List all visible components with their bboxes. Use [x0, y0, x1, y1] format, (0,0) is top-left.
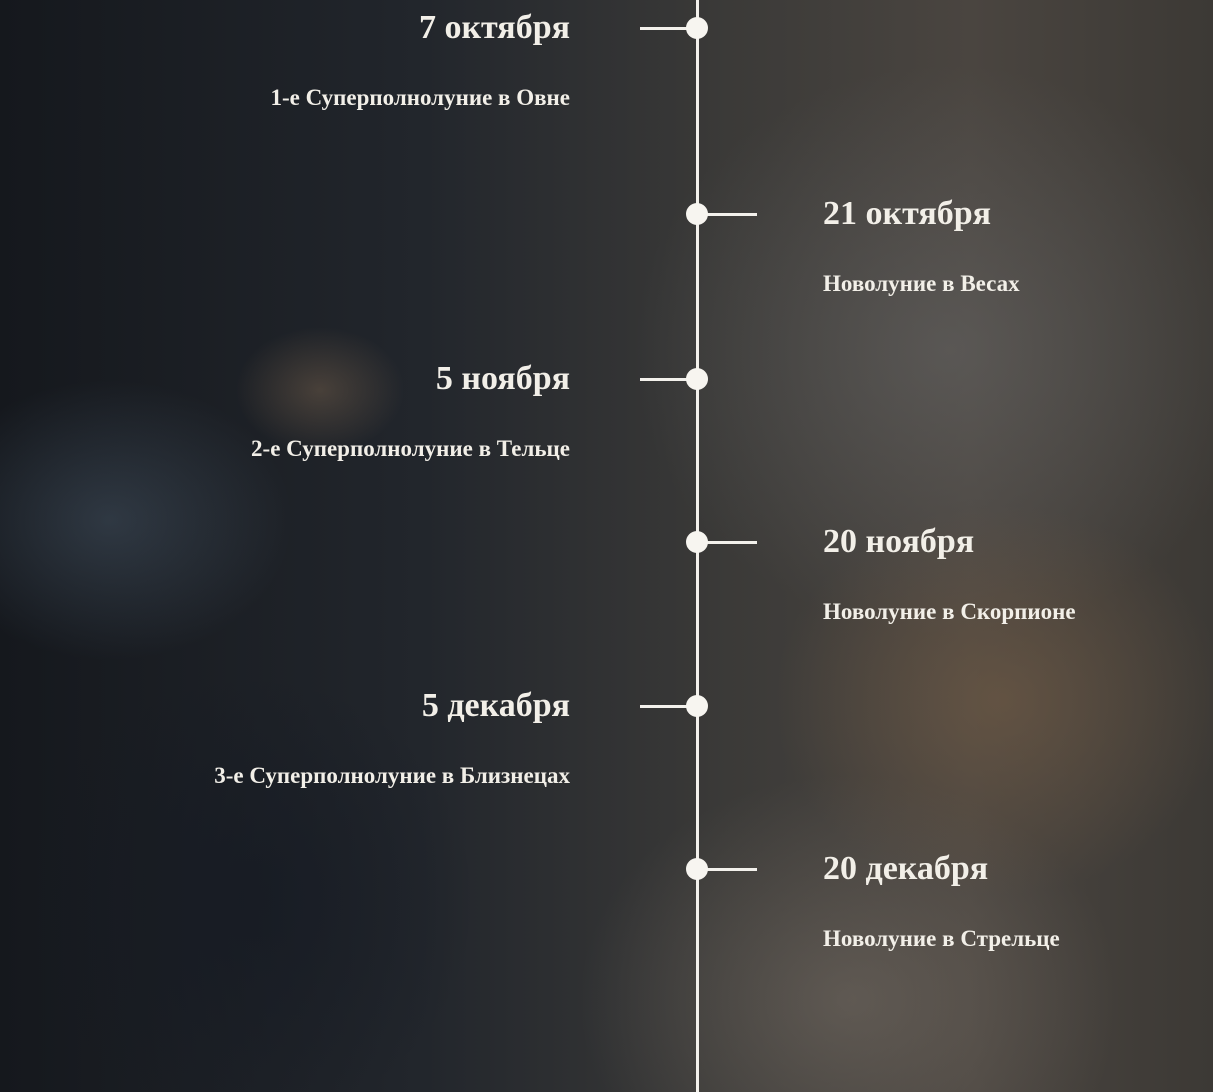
event-date: 5 декабря	[421, 687, 570, 724]
connector	[640, 27, 698, 30]
connector	[699, 541, 757, 544]
connector	[640, 378, 698, 381]
connector	[699, 213, 757, 216]
event-date: 5 ноября	[435, 360, 570, 397]
event-description: Новолуние в Стрельце	[823, 926, 1060, 951]
event-description: Новолуние в Весах	[823, 271, 1020, 296]
event-date: 21 октября	[823, 195, 992, 232]
event-description: Новолуние в Скорпионе	[823, 599, 1076, 624]
event-description: 2-е Суперполнолуние в Тельце	[251, 436, 570, 461]
timeline-dot	[686, 695, 708, 717]
event-date: 20 ноября	[823, 523, 975, 560]
event-description: 1-е Суперполнолуние в Овне	[270, 85, 570, 110]
connector	[699, 868, 757, 871]
event-date: 20 декабря	[823, 850, 989, 887]
timeline-dot	[686, 858, 708, 880]
connector	[640, 705, 698, 708]
timeline-dot	[686, 203, 708, 225]
timeline-dot	[686, 17, 708, 39]
timeline-dot	[686, 531, 708, 553]
timeline-dot	[686, 368, 708, 390]
event-date: 7 октября	[418, 9, 570, 46]
event-description: 3-е Суперполнолуние в Близнецах	[214, 763, 570, 788]
